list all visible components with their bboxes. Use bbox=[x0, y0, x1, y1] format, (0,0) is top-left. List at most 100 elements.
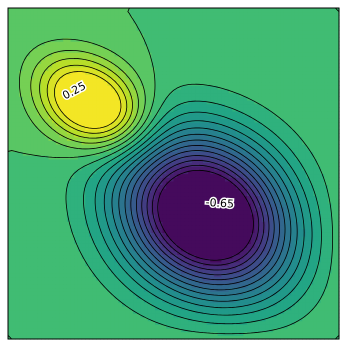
contour-fill-cell bbox=[103, 180, 108, 186]
contour-fill-cell bbox=[107, 320, 112, 325]
contour-fill-cell bbox=[8, 250, 13, 256]
contour-fill-cell bbox=[280, 269, 285, 274]
contour-fill-cell bbox=[125, 199, 130, 204]
contour-fill-cell bbox=[37, 184, 42, 189]
contour-fill-cell bbox=[250, 320, 256, 325]
contour-fill-cell bbox=[8, 309, 13, 314]
contour-fill-cell bbox=[217, 180, 222, 186]
contour-fill-cell bbox=[305, 324, 311, 329]
contour-fill-cell bbox=[125, 169, 130, 175]
contour-fill-cell bbox=[55, 272, 61, 278]
contour-fill-cell bbox=[316, 217, 322, 222]
contour-fill-cell bbox=[158, 217, 164, 222]
contour-fill-cell bbox=[70, 151, 75, 156]
contour-fill-cell bbox=[11, 324, 16, 329]
contour-fill-cell bbox=[133, 169, 138, 175]
contour-fill-cell bbox=[19, 283, 24, 289]
contour-fill-cell bbox=[199, 169, 204, 175]
contour-fill-cell bbox=[210, 140, 215, 145]
contour-fill-cell bbox=[155, 316, 160, 322]
contour-fill-cell bbox=[173, 166, 178, 171]
contour-fill-cell bbox=[110, 258, 116, 263]
contour-fill-cell bbox=[305, 247, 311, 252]
contour-fill-cell bbox=[217, 188, 222, 193]
contour-fill-cell bbox=[221, 221, 226, 226]
contour-fill-cell bbox=[77, 169, 83, 175]
contour-fill-cell bbox=[11, 313, 16, 318]
contour-fill-cell bbox=[19, 140, 24, 145]
contour-fill-cell bbox=[99, 335, 105, 340]
contour-fill-cell bbox=[221, 239, 226, 244]
contour-fill-cell bbox=[81, 228, 86, 233]
contour-fill-cell bbox=[184, 272, 189, 278]
contour-fill-cell bbox=[213, 324, 219, 329]
contour-fill-cell bbox=[92, 250, 97, 256]
contour-fill-cell bbox=[177, 199, 182, 204]
contour-fill-cell bbox=[173, 247, 178, 252]
contour-fill-cell bbox=[294, 239, 300, 244]
contour-fill-cell bbox=[96, 276, 101, 281]
contour-fill-cell bbox=[8, 236, 13, 241]
contour-fill-cell bbox=[158, 191, 164, 197]
contour-fill-cell bbox=[140, 191, 145, 197]
contour-fill-cell bbox=[92, 162, 97, 167]
contour-fill-cell bbox=[224, 276, 230, 281]
contour-fill-cell bbox=[15, 272, 20, 278]
contour-fill-cell bbox=[122, 324, 127, 329]
contour-fill-cell bbox=[122, 199, 127, 204]
contour-fill-cell bbox=[309, 155, 314, 160]
contour-fill-cell bbox=[59, 250, 64, 256]
contour-fill-cell bbox=[107, 236, 112, 241]
contour-fill-cell bbox=[261, 269, 267, 274]
contour-fill-cell bbox=[195, 136, 200, 141]
contour-fill-cell bbox=[44, 254, 50, 259]
contour-fill-cell bbox=[85, 283, 90, 289]
contour-fill-cell bbox=[247, 188, 252, 193]
contour-fill-cell bbox=[265, 298, 270, 303]
contour-fill-cell bbox=[103, 151, 108, 156]
contour-fill-cell bbox=[114, 324, 119, 329]
contour-fill-cell bbox=[265, 184, 270, 189]
contour-fill-cell bbox=[320, 158, 325, 164]
contour-fill-cell bbox=[147, 191, 153, 197]
contour-fill-cell bbox=[52, 272, 57, 278]
contour-fill-cell bbox=[213, 136, 219, 141]
contour-fill-cell bbox=[118, 280, 123, 285]
contour-fill-cell bbox=[302, 247, 307, 252]
contour-fill-cell bbox=[15, 169, 20, 175]
contour-fill-cell bbox=[232, 313, 237, 318]
contour-fill-cell bbox=[224, 151, 230, 156]
contour-fill-cell bbox=[103, 243, 108, 248]
contour-fill-cell bbox=[302, 202, 307, 208]
contour-fill-cell bbox=[110, 177, 116, 182]
contour-fill-cell bbox=[243, 140, 248, 145]
contour-fill-cell bbox=[166, 202, 171, 208]
contour-fill-cell bbox=[276, 254, 281, 259]
contour-fill-cell bbox=[291, 213, 296, 219]
contour-fill-cell bbox=[15, 199, 20, 204]
contour-fill-cell bbox=[254, 210, 259, 215]
contour-fill-cell bbox=[258, 324, 263, 329]
contour-fill-cell bbox=[283, 224, 289, 230]
contour-fill-cell bbox=[232, 258, 237, 263]
contour-fill-cell bbox=[162, 151, 167, 156]
contour-fill-cell bbox=[88, 217, 94, 222]
contour-fill-cell bbox=[70, 191, 75, 197]
contour-fill-cell bbox=[96, 261, 101, 267]
contour-fill-cell bbox=[184, 202, 189, 208]
contour-fill-cell bbox=[74, 221, 79, 226]
contour-fill-cell bbox=[309, 184, 314, 189]
contour-fill-cell bbox=[305, 199, 311, 204]
contour-fill-cell bbox=[213, 177, 219, 182]
contour-fill-cell bbox=[247, 309, 252, 314]
contour-fill-cell bbox=[96, 331, 101, 336]
contour-fill-cell bbox=[283, 140, 289, 145]
contour-fill-cell bbox=[280, 228, 285, 233]
contour-fill-cell bbox=[162, 320, 167, 325]
contour-fill-cell bbox=[320, 272, 325, 278]
contour-fill-cell bbox=[177, 173, 182, 178]
contour-fill-cell bbox=[228, 243, 233, 248]
contour-fill-cell bbox=[129, 309, 134, 314]
contour-fill-cell bbox=[261, 136, 267, 141]
contour-fill-cell bbox=[184, 302, 189, 307]
